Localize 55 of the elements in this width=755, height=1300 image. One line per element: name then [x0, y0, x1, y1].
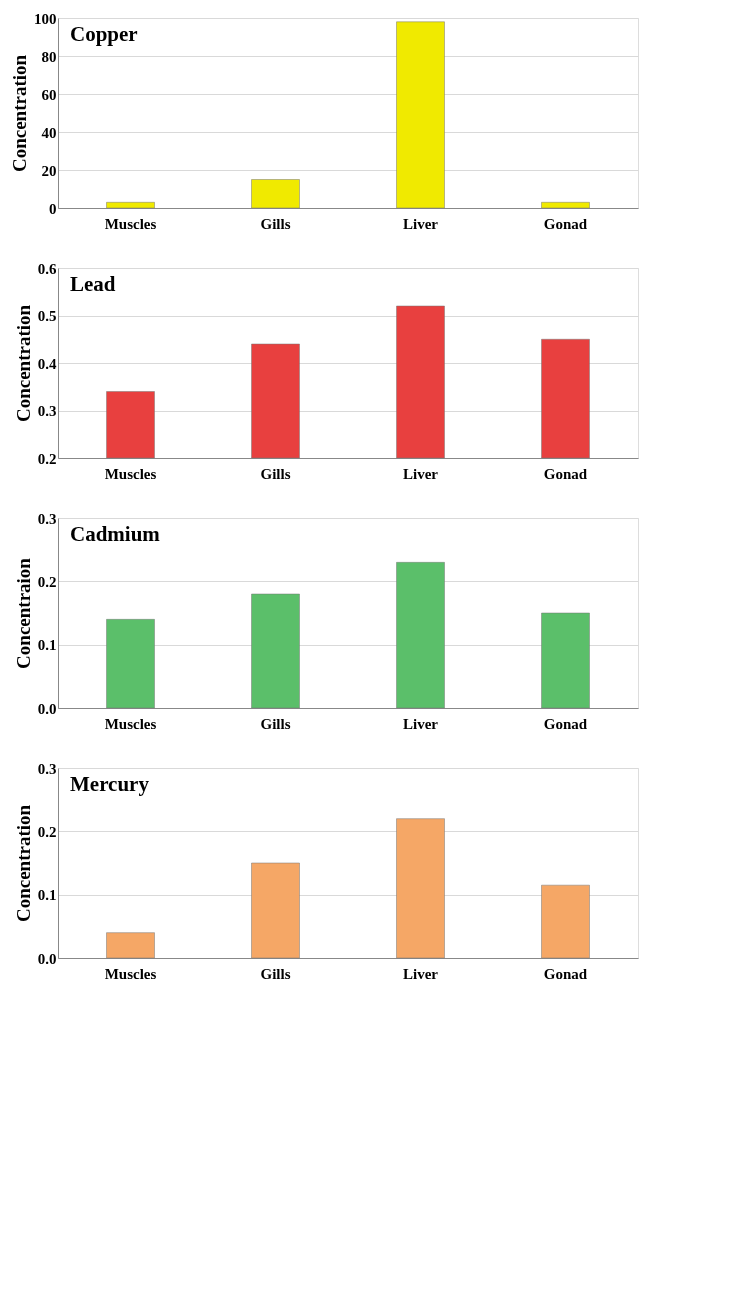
chart-title: Cadmium: [70, 522, 161, 546]
x-tick-label: Gonad: [543, 215, 588, 232]
bar: [251, 862, 300, 959]
chart-title: Copper: [70, 22, 138, 46]
y-axis-title: Concentraion: [12, 557, 34, 669]
x-tick-label: Gills: [260, 965, 291, 982]
x-tick-label: Gills: [260, 215, 291, 232]
y-tick-label: 0.3: [37, 510, 57, 527]
y-tick-label: 0.2: [37, 450, 57, 467]
y-tick-label: 100: [34, 10, 57, 27]
y-tick-label: 0.2: [37, 573, 57, 590]
x-tick-label: Liver: [403, 215, 439, 232]
x-tick-label: Gonad: [543, 965, 588, 982]
x-tick-label: Gonad: [543, 715, 588, 732]
y-tick-label: 0.1: [37, 887, 57, 904]
bar: [396, 21, 445, 209]
y-axis-title: Concentration: [12, 304, 34, 423]
x-tick-label: Liver: [403, 715, 439, 732]
y-tick-label: 0.3: [37, 760, 57, 777]
y-tick-label: 0: [49, 200, 57, 217]
chart-title: Lead: [70, 272, 116, 296]
chart-title: Mercury: [70, 772, 150, 796]
bar: [541, 612, 590, 709]
bar: [541, 884, 590, 959]
x-tick-label: Gills: [260, 465, 291, 482]
y-tick-label: 60: [41, 86, 57, 103]
y-tick-label: 0.1: [37, 637, 57, 654]
y-tick-label: 40: [41, 124, 57, 141]
bar: [396, 818, 445, 959]
bar: [541, 202, 590, 209]
y-tick-label: 20: [41, 162, 57, 179]
y-tick-label: 0.3: [37, 403, 57, 419]
x-tick-label: Gills: [260, 715, 291, 732]
y-tick-label: 0.4: [37, 355, 57, 372]
y-tick-label: 0.0: [37, 700, 57, 717]
y-tick-label: 0.5: [37, 308, 57, 324]
bar: [251, 593, 300, 709]
y-axis-title: Concentration: [12, 804, 34, 923]
y-tick-label: 0.0: [37, 950, 57, 967]
bar: [106, 619, 155, 709]
y-axis-title: Concentration: [9, 54, 30, 173]
x-tick-label: Liver: [403, 965, 439, 982]
x-tick-label: Gonad: [543, 465, 588, 482]
y-tick-label: 0.6: [37, 260, 57, 277]
x-tick-label: Muscles: [104, 965, 157, 982]
bar: [106, 202, 155, 209]
y-tick-label: 0.2: [37, 823, 57, 840]
bar: [251, 179, 300, 209]
bar: [396, 562, 445, 709]
bar: [106, 932, 155, 959]
x-tick-label: Muscles: [104, 715, 157, 732]
x-tick-label: Muscles: [104, 465, 157, 482]
y-tick-label: 80: [41, 48, 57, 65]
x-tick-label: Muscles: [104, 215, 157, 232]
x-tick-label: Liver: [403, 465, 439, 482]
